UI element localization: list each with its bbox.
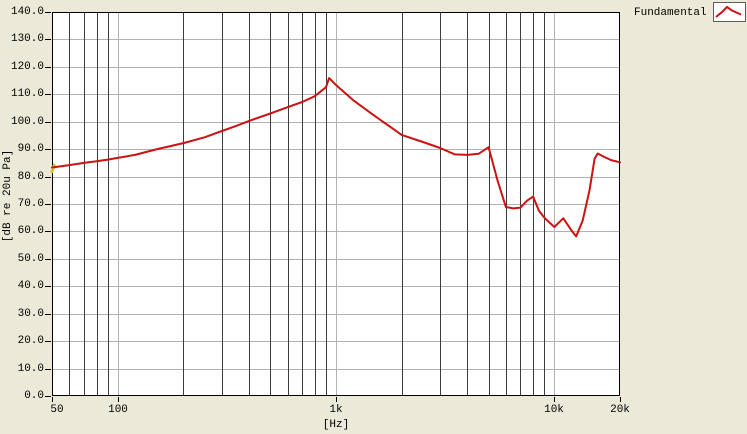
legend: Fundamental: [634, 2, 746, 24]
plot-border: [52, 12, 620, 396]
y-tick-label: 100.0: [10, 116, 44, 128]
fundamental-curve-icon: [714, 5, 742, 18]
fundamental-curve[interactable]: [51, 77, 621, 238]
y-tick-label: 0.0: [24, 390, 44, 402]
legend-label: Fundamental: [634, 7, 707, 19]
y-tick-label: 70.0: [17, 198, 44, 210]
y-tick-label: 20.0: [17, 335, 44, 347]
x-tick-label: 20k: [610, 404, 630, 416]
y-tick-label: 110.0: [10, 88, 44, 100]
x-tick-label: 100: [108, 404, 128, 416]
y-axis-title: [dB re 20u Pa]: [2, 149, 14, 243]
x-tick-label: 1k: [329, 404, 343, 416]
y-tick-label: 90.0: [17, 143, 44, 155]
y-tick-label: 10.0: [17, 363, 44, 375]
y-tick-label: 60.0: [17, 225, 44, 237]
y-tick-label: 40.0: [17, 280, 44, 292]
y-tick-label: 50.0: [17, 253, 44, 265]
x-axis-title: [Hz]: [322, 419, 350, 431]
y-tick-label: 120.0: [10, 61, 44, 73]
y-tick-label: 30.0: [17, 308, 44, 320]
x-tick-label: 50: [50, 404, 64, 416]
y-tick-label: 80.0: [17, 171, 44, 183]
y-tick-label: 130.0: [10, 33, 44, 45]
y-tick-label: 140.0: [10, 6, 44, 18]
x-tick-label: 10k: [544, 404, 564, 416]
legend-fundamental-swatch[interactable]: [712, 2, 746, 22]
